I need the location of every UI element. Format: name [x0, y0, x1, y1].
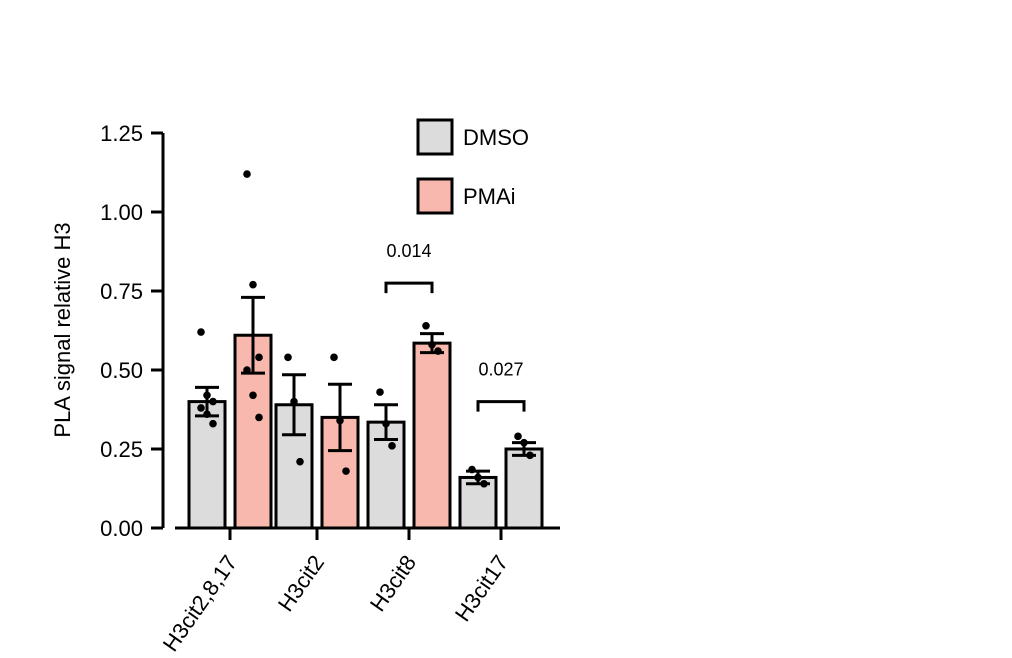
significance-bracket: [476, 400, 526, 412]
data-point: [197, 328, 205, 336]
data-point: [255, 353, 263, 362]
x-category-label: H3cit2,8,17: [158, 551, 242, 657]
data-point: [422, 321, 430, 330]
data-point: [203, 410, 211, 419]
data-point: [290, 397, 298, 406]
legend-swatch: [416, 118, 454, 156]
data-point: [388, 442, 396, 450]
data-point: [255, 413, 263, 422]
data-point: [336, 416, 344, 425]
y-tick-label: 0.25: [100, 437, 143, 462]
data-point: [243, 170, 251, 178]
bars-group: [187, 170, 544, 530]
data-point: [284, 353, 292, 362]
bar: [187, 400, 227, 530]
data-point: [428, 340, 436, 349]
data-point: [526, 451, 534, 460]
data-point: [209, 419, 217, 428]
data-point: [474, 473, 482, 482]
data-point: [514, 432, 522, 441]
y-tick-label: 1.00: [100, 200, 143, 225]
bar: [504, 447, 544, 530]
p-value-label: 0.027: [478, 360, 523, 380]
y-axis-title: PLA signal relative H3: [50, 222, 75, 437]
data-point: [342, 467, 350, 475]
x-category-label: H3cit8: [365, 551, 421, 616]
legend: DMSO PMAi: [416, 118, 529, 215]
annotations-group: 0.014 0.027: [384, 241, 526, 412]
data-point: [249, 391, 257, 400]
data-point: [376, 388, 384, 396]
legend-label: DMSO: [463, 125, 529, 150]
data-point: [468, 465, 476, 474]
data-point: [434, 347, 442, 355]
y-tick-label: 0.50: [100, 358, 143, 383]
data-point: [249, 280, 257, 289]
bar: [412, 341, 452, 530]
y-axis: 0.00 0.25 0.50 0.75 1.00 1.25: [100, 121, 165, 541]
x-category-label: H3cit17: [450, 551, 513, 626]
data-point: [243, 366, 251, 374]
legend-swatch: [416, 177, 454, 215]
data-point: [209, 397, 217, 406]
data-point: [520, 438, 528, 447]
data-point: [197, 404, 205, 412]
data-point: [480, 479, 488, 488]
data-point: [330, 353, 338, 362]
legend-label: PMAi: [463, 184, 516, 209]
data-point: [203, 391, 211, 400]
y-tick-label: 0.75: [100, 279, 143, 304]
y-tick-label: 1.25: [100, 121, 143, 146]
significance-bracket: [384, 281, 434, 294]
data-point: [296, 457, 304, 466]
y-tick-label: 0.00: [100, 516, 143, 541]
x-axis: H3cit2,8,17 H3cit2 H3cit8 H3cit17: [158, 526, 560, 657]
data-point: [382, 419, 390, 428]
x-category-label: H3cit2: [273, 551, 329, 616]
p-value-label: 0.014: [386, 241, 431, 261]
